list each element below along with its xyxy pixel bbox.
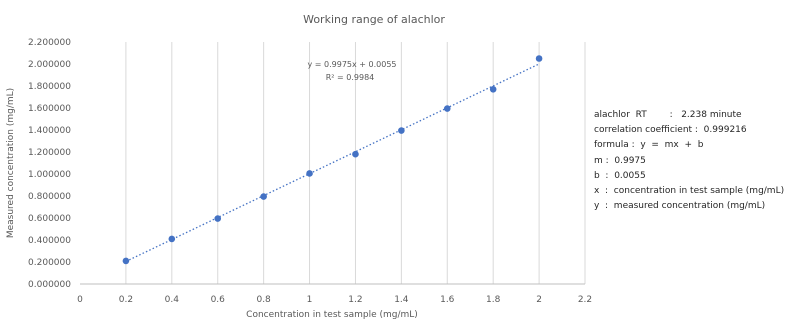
- data-point: [306, 170, 313, 177]
- data-points: [122, 55, 543, 265]
- x-tick-label: 0.2: [119, 295, 133, 305]
- x-tick-label: 0: [77, 295, 83, 305]
- calibration-info-panel: alachlor RT : 2.238 minute correlation c…: [594, 108, 784, 214]
- y-tick-label: 1.200000: [28, 148, 71, 158]
- y-tick-label: 1.800000: [28, 82, 71, 92]
- info-formula: formula : y = mx + b: [594, 140, 704, 151]
- info-slope: m : 0.9975: [594, 155, 646, 166]
- x-tick-label: 2: [536, 295, 542, 305]
- x-axis-ticks: 0 0.2 0.4 0.6 0.8 1 1.2 1.4 1.6 1.8 2 2.2: [77, 295, 592, 305]
- data-point: [489, 86, 497, 93]
- x-axis-label: Concentration in test sample (mg/mL): [246, 310, 418, 320]
- y-tick-label: 2.200000: [28, 38, 71, 48]
- y-axis-label: Measured concentration (mg/mL): [6, 88, 16, 238]
- y-tick-label: 1.600000: [28, 104, 71, 114]
- x-tick-label: 1: [307, 295, 313, 305]
- info-x-definition: x : concentration in test sample (mg/mL): [594, 186, 785, 197]
- y-tick-label: 0.200000: [28, 258, 71, 268]
- y-tick-label: 2.000000: [28, 60, 71, 70]
- data-point: [443, 105, 451, 112]
- x-tick-label: 1.6: [440, 295, 455, 305]
- x-tick-label: 0.8: [256, 295, 271, 305]
- trend-equation: y = 0.9975x + 0.0055: [307, 60, 396, 69]
- y-tick-label: 0.400000: [28, 236, 71, 246]
- info-correlation-coefficient: correlation coefficient : 0.999216: [594, 125, 747, 136]
- x-tick-label: 2.2: [578, 295, 592, 305]
- x-tick-label: 1.8: [486, 295, 501, 305]
- info-retention-time: alachlor RT : 2.238 minute: [594, 110, 742, 120]
- data-point: [168, 235, 176, 243]
- x-tick-label: 0.6: [211, 295, 226, 305]
- data-point: [122, 257, 130, 265]
- y-tick-label: 0.800000: [28, 192, 71, 202]
- x-tick-label: 1.2: [348, 295, 362, 305]
- y-tick-label: 1.400000: [28, 126, 71, 136]
- trendline: [125, 63, 540, 263]
- data-point: [214, 215, 222, 222]
- x-tick-label: 0.4: [165, 295, 180, 305]
- info-y-definition: y : measured concentration (mg/mL): [594, 201, 766, 212]
- r-squared-label: R² = 0.9984: [326, 73, 375, 82]
- data-point: [260, 193, 267, 200]
- data-point: [398, 127, 405, 134]
- data-point: [535, 55, 543, 62]
- y-tick-label: 0.000000: [28, 280, 71, 290]
- grid-lines: [125, 42, 586, 284]
- chart-title: Working range of alachlor: [303, 13, 445, 26]
- y-tick-label: 1.000000: [28, 170, 71, 180]
- info-intercept: b : 0.0055: [594, 170, 646, 181]
- x-tick-label: 1.4: [394, 295, 409, 305]
- y-axis-ticks: 0.000000 0.200000 0.400000 0.600000 0.800000…: [28, 38, 71, 290]
- data-point: [352, 150, 359, 158]
- y-tick-label: 0.600000: [28, 214, 71, 224]
